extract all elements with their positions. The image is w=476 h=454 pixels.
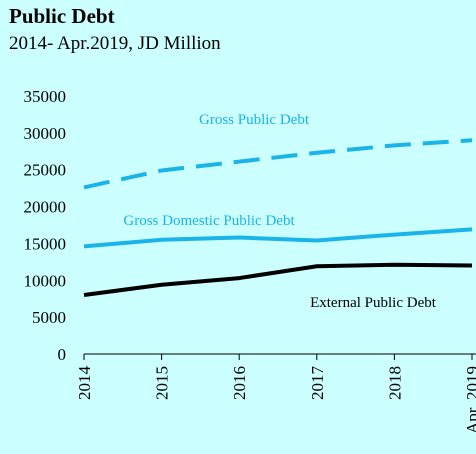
y-tick-label: 35000 xyxy=(24,87,67,106)
chart-subtitle: 2014- Apr.2019, JD Million xyxy=(9,33,221,54)
y-tick-label: 15000 xyxy=(24,234,67,253)
y-tick-label: 30000 xyxy=(24,124,67,143)
x-tick-label: 2016 xyxy=(230,366,249,400)
series-line xyxy=(83,138,473,190)
y-tick-label: 0 xyxy=(58,345,67,364)
series-label: Gross Public Debt xyxy=(199,112,310,128)
x-tick-label: Apr. 2019 xyxy=(463,366,476,434)
chart-title: Public Debt xyxy=(9,4,115,28)
x-tick-label: 2017 xyxy=(308,366,327,401)
y-tick-label: 20000 xyxy=(24,198,67,217)
y-tick-label: 10000 xyxy=(24,271,67,290)
series-label: Gross Domestic Public Debt xyxy=(123,213,295,229)
x-tick-label: 2015 xyxy=(153,366,172,400)
y-tick-label: 25000 xyxy=(24,161,67,180)
x-tick-label: 2018 xyxy=(385,366,404,400)
series-label: External Public Debt xyxy=(310,295,437,311)
y-tick-label: 5000 xyxy=(32,308,66,327)
x-tick-label: 2014 xyxy=(75,366,94,401)
series-line xyxy=(83,227,473,249)
series-line xyxy=(83,262,473,298)
